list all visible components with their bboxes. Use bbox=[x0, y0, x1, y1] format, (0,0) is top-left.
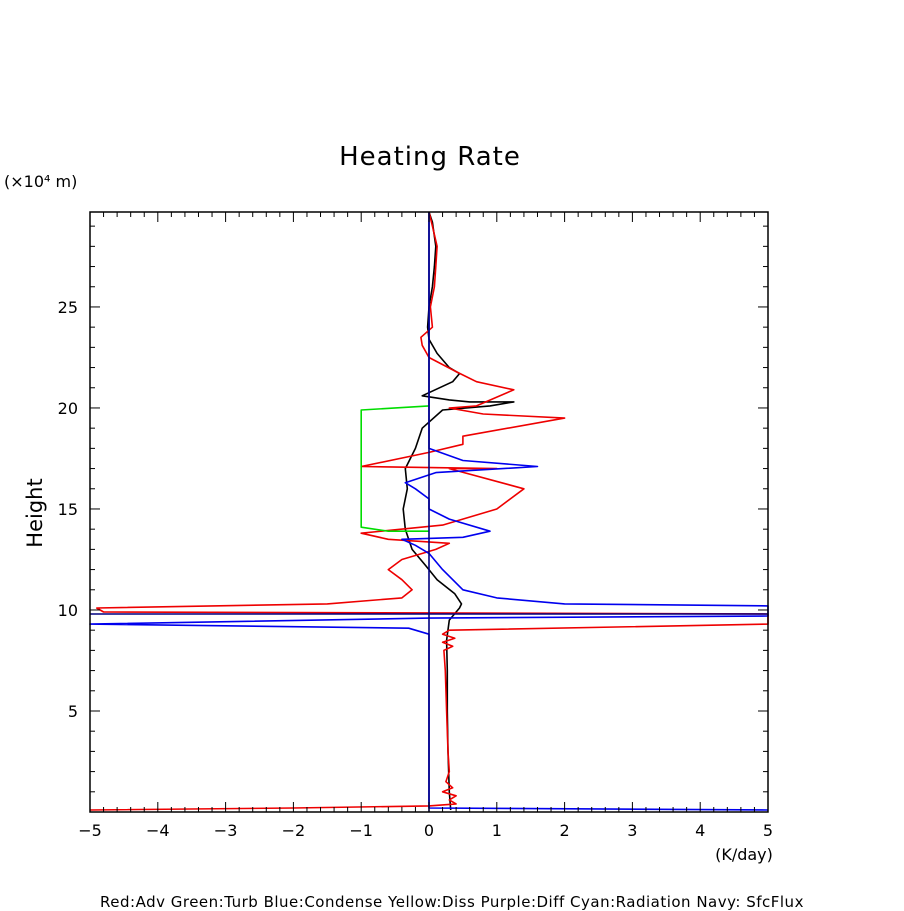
y-tick-label: 5 bbox=[68, 702, 78, 721]
x-tick-label: 1 bbox=[492, 821, 502, 840]
y-axis-label: Height bbox=[23, 478, 47, 547]
y-tick-label: 15 bbox=[58, 500, 78, 519]
x-tick-label: −1 bbox=[349, 821, 373, 840]
x-tick-label: 3 bbox=[627, 821, 637, 840]
plot-frame bbox=[89, 211, 769, 813]
y-tick-label: 20 bbox=[58, 399, 78, 418]
x-tick-label: 2 bbox=[560, 821, 570, 840]
y-unit-label: (×10⁴ m) bbox=[4, 172, 77, 191]
tick-labels: −5 −4 −3 −2 −1 0 1 2 3 4 5 5 10 15 20 25 bbox=[58, 298, 773, 840]
chart-title: Heating Rate bbox=[339, 142, 521, 172]
series-line-blue-3 bbox=[89, 212, 769, 811]
x-tick-label: −2 bbox=[282, 821, 306, 840]
x-tick-label: 5 bbox=[763, 821, 773, 840]
x-tick-label: −4 bbox=[146, 821, 170, 840]
y-tick-label: 25 bbox=[58, 298, 78, 317]
series-line-red-1 bbox=[89, 211, 769, 811]
x-tick-label: −5 bbox=[78, 821, 102, 840]
x-tick-label: −3 bbox=[214, 821, 238, 840]
y-tick-label: 10 bbox=[58, 601, 78, 620]
plot-area bbox=[89, 211, 769, 812]
x-axis-label: (K/day) bbox=[715, 845, 773, 864]
x-tick-label: 0 bbox=[424, 821, 434, 840]
x-tick-label: 4 bbox=[695, 821, 705, 840]
legend-text: Red:Adv Green:Turb Blue:Condense Yellow:… bbox=[100, 893, 804, 911]
series-line-green-2 bbox=[360, 405, 430, 533]
series-line-black-0 bbox=[402, 211, 515, 811]
